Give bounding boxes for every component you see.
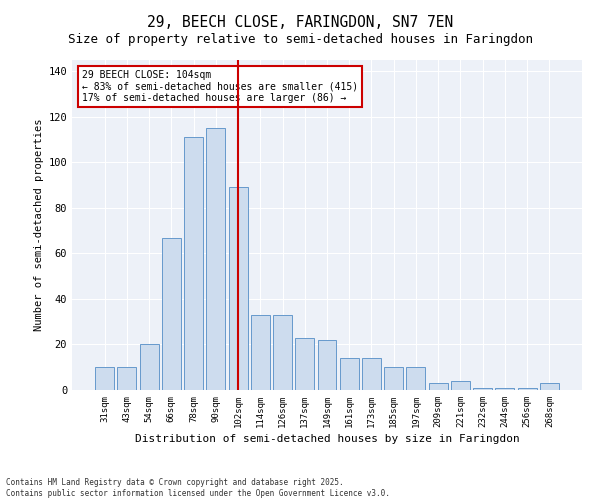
Bar xyxy=(496,388,514,390)
Bar xyxy=(362,358,381,390)
Text: 29, BEECH CLOSE, FARINGDON, SN7 7EN: 29, BEECH CLOSE, FARINGDON, SN7 7EN xyxy=(147,15,453,30)
X-axis label: Distribution of semi-detached houses by size in Faringdon: Distribution of semi-detached houses by … xyxy=(134,434,520,444)
Bar xyxy=(540,383,559,390)
Bar xyxy=(518,388,536,390)
Bar xyxy=(384,367,403,390)
Bar xyxy=(429,383,448,390)
Bar xyxy=(295,338,314,390)
Text: 29 BEECH CLOSE: 104sqm
← 83% of semi-detached houses are smaller (415)
17% of se: 29 BEECH CLOSE: 104sqm ← 83% of semi-det… xyxy=(82,70,358,103)
Bar xyxy=(340,358,359,390)
Bar xyxy=(273,315,292,390)
Bar xyxy=(206,128,225,390)
Text: Contains HM Land Registry data © Crown copyright and database right 2025.
Contai: Contains HM Land Registry data © Crown c… xyxy=(6,478,390,498)
Bar xyxy=(229,188,248,390)
Bar xyxy=(473,388,492,390)
Bar xyxy=(184,138,203,390)
Bar xyxy=(140,344,158,390)
Y-axis label: Number of semi-detached properties: Number of semi-detached properties xyxy=(34,118,44,331)
Bar xyxy=(95,367,114,390)
Bar xyxy=(451,381,470,390)
Bar xyxy=(406,367,425,390)
Bar xyxy=(118,367,136,390)
Text: Size of property relative to semi-detached houses in Faringdon: Size of property relative to semi-detach… xyxy=(67,32,533,46)
Bar xyxy=(162,238,181,390)
Bar xyxy=(251,315,270,390)
Bar xyxy=(317,340,337,390)
